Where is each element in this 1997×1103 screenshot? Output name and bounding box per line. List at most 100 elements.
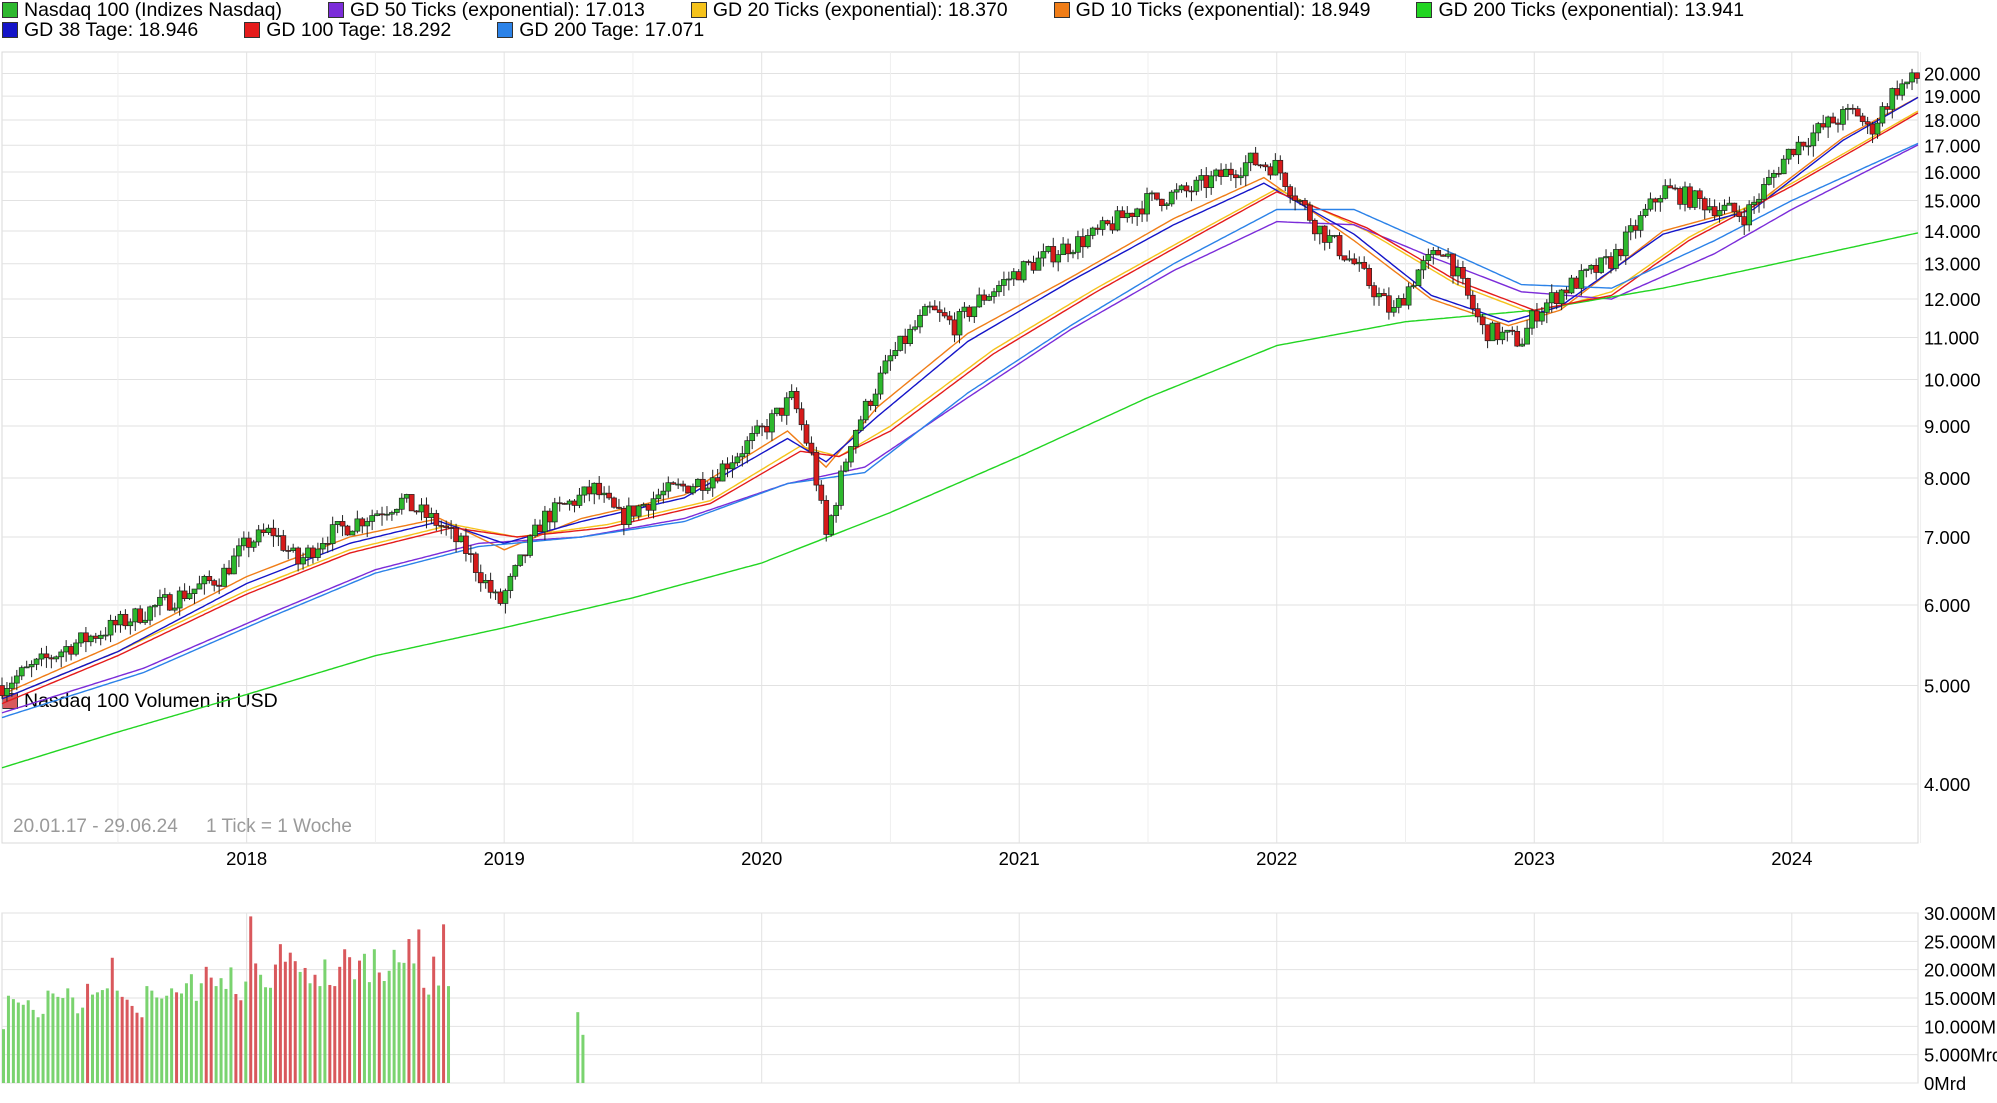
volume-bar xyxy=(184,983,188,1083)
legend-swatch xyxy=(244,22,261,38)
volume-bar xyxy=(259,974,263,1083)
candle xyxy=(1687,183,1693,210)
candle xyxy=(936,301,943,322)
candle xyxy=(344,524,351,536)
candle xyxy=(349,530,356,536)
candle xyxy=(127,618,134,635)
candle xyxy=(359,517,366,534)
volume-bar xyxy=(194,1000,198,1083)
candle xyxy=(240,531,247,551)
volume-bar xyxy=(145,986,149,1083)
candle xyxy=(1849,104,1856,115)
candle xyxy=(280,529,287,552)
candle xyxy=(542,505,548,541)
candle xyxy=(714,469,721,484)
candle xyxy=(255,524,262,546)
candle xyxy=(581,486,588,503)
candle xyxy=(946,310,953,325)
candle xyxy=(1632,219,1639,239)
legend-entry[interactable]: GD 200 Tage: 17.071 xyxy=(497,18,704,42)
candle xyxy=(1509,326,1516,336)
volume-bar xyxy=(412,963,416,1083)
volume-bar xyxy=(581,1034,585,1083)
candle xyxy=(1001,271,1007,296)
candle xyxy=(315,542,321,561)
volume-bar xyxy=(155,997,159,1083)
candle xyxy=(1035,251,1042,271)
candle xyxy=(660,482,667,504)
candle xyxy=(157,589,163,616)
candle xyxy=(1080,228,1086,258)
candle xyxy=(285,545,292,560)
candle xyxy=(1376,287,1382,306)
volume-bar xyxy=(333,986,337,1083)
legend-entry[interactable]: GD 10 Ticks (exponential): 18.949 xyxy=(1053,0,1370,22)
legend-swatch xyxy=(1053,2,1070,18)
candle xyxy=(226,560,232,576)
volume-bar xyxy=(273,964,277,1083)
volume-bar xyxy=(120,996,124,1083)
legend-entry[interactable]: GD 20 Ticks (exponential): 18.370 xyxy=(690,0,1008,22)
candle xyxy=(1440,254,1447,257)
volume-bar xyxy=(303,967,307,1083)
legend-entry[interactable]: Nasdaq 100 (Indizes Nasdaq) xyxy=(2,0,282,22)
candle xyxy=(1346,250,1353,262)
candle xyxy=(1889,87,1896,119)
legend-entry[interactable]: GD 50 Ticks (exponential): 17.013 xyxy=(328,0,645,22)
candle xyxy=(310,545,316,564)
candle xyxy=(1158,198,1165,212)
candle xyxy=(250,539,257,552)
candle xyxy=(1578,264,1585,296)
candle xyxy=(107,614,114,643)
y-tick-label: 20.000 xyxy=(1924,64,1981,85)
volume-bars xyxy=(2,916,585,1083)
candle xyxy=(1543,299,1550,324)
y-tick-label: 9.000 xyxy=(1924,416,1970,437)
candle xyxy=(1247,152,1254,172)
candle xyxy=(1119,206,1126,219)
candle xyxy=(788,384,795,401)
candle xyxy=(92,632,99,644)
candle xyxy=(1825,115,1831,138)
legend-entry[interactable]: GD 100 Tage: 18.292 xyxy=(244,18,451,42)
candle xyxy=(1692,189,1698,211)
candle xyxy=(1070,249,1076,259)
candle xyxy=(1267,163,1274,180)
candle xyxy=(1040,243,1047,267)
candle xyxy=(1642,204,1649,218)
legend-entry[interactable]: GD 200 Ticks (exponential): 13.941 xyxy=(1416,0,1744,22)
candle xyxy=(1089,226,1096,240)
candle xyxy=(793,387,800,414)
candle xyxy=(1311,218,1318,241)
candle xyxy=(1800,141,1807,151)
x-tick-label: 2018 xyxy=(226,848,267,869)
candle xyxy=(566,499,573,511)
candle xyxy=(1050,237,1057,268)
volume-bar xyxy=(6,995,10,1083)
candle xyxy=(823,495,830,542)
legend-entry[interactable]: GD 38 Tage: 18.946 xyxy=(2,18,198,42)
candle xyxy=(1065,238,1071,263)
candle xyxy=(586,479,593,502)
volume-bar xyxy=(234,994,238,1083)
candle xyxy=(53,655,60,663)
candle xyxy=(1810,124,1817,157)
candle xyxy=(270,519,277,547)
candle xyxy=(73,639,79,657)
candle xyxy=(4,682,10,702)
candle xyxy=(1894,80,1901,100)
volume-bar xyxy=(61,998,65,1083)
candle xyxy=(137,605,144,625)
volume-bar xyxy=(353,979,357,1083)
candle xyxy=(1879,102,1886,127)
volume-bar xyxy=(189,974,193,1083)
candle xyxy=(867,399,874,411)
candle xyxy=(1766,169,1772,186)
candle xyxy=(1218,163,1224,185)
candle xyxy=(1316,225,1323,245)
candle xyxy=(142,611,148,625)
candle xyxy=(369,509,376,531)
candle xyxy=(912,320,918,332)
candle xyxy=(1529,308,1535,335)
candle xyxy=(497,588,504,606)
